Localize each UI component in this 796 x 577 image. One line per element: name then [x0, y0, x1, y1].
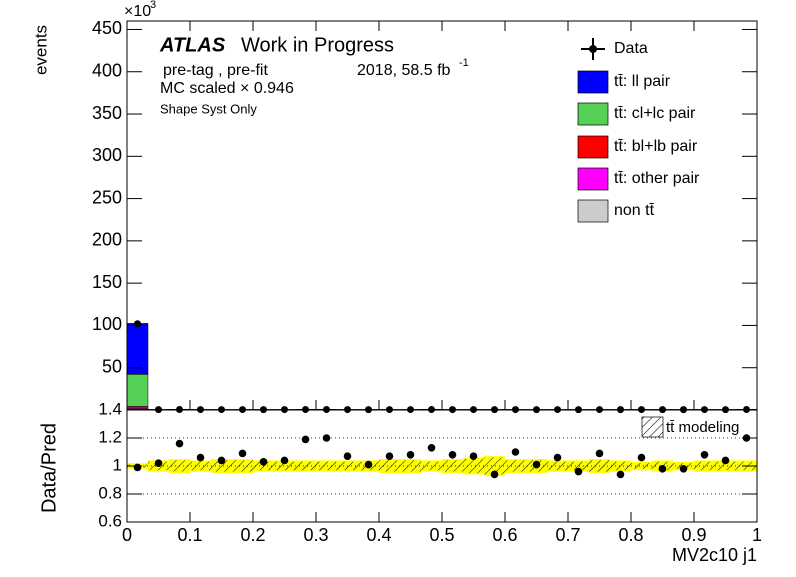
y-axis-label: events [31, 25, 50, 75]
x-tick-label: 0.8 [618, 525, 643, 545]
y-tick-label: 150 [92, 272, 122, 292]
ratio-point [470, 452, 478, 460]
ratio-point [449, 451, 457, 459]
legend-swatch [578, 168, 608, 190]
title: ATLAS [159, 34, 226, 56]
legend-swatch [578, 200, 608, 222]
ratio-point [197, 454, 205, 462]
ratio-point [218, 457, 226, 465]
y-axis-label: Data/Pred [38, 423, 60, 513]
annotation: MC scaled × 0.946 [160, 80, 294, 97]
legend-swatch [578, 71, 608, 93]
subtitle: Work in Progress [241, 34, 394, 56]
ratio-point [554, 454, 562, 462]
y-tick-label: 100 [92, 314, 122, 334]
annotation: Shape Syst Only [160, 101, 257, 116]
legend-label: tt̄: bl+lb pair [614, 138, 698, 155]
ratio-point [302, 436, 310, 444]
ratio-point [155, 459, 163, 467]
y-tick-label: 50 [102, 356, 122, 376]
legend-label: tt̄ modeling [666, 419, 739, 436]
lumi: 2018, 58.5 fb [357, 62, 451, 79]
x-tick-label: 0.9 [681, 525, 706, 545]
y-multiplier-sup: 3 [150, 0, 156, 11]
ratio-point [281, 457, 289, 465]
legend-label: tt̄: other pair [614, 170, 700, 187]
ratio-point [680, 465, 688, 473]
x-tick-label: 0.5 [429, 525, 454, 545]
x-axis-label: MV2c10 j1 [672, 545, 757, 565]
legend-swatch [578, 103, 608, 125]
x-tick-label: 1 [752, 525, 762, 545]
ratio-point [491, 471, 499, 479]
ratio-point [344, 452, 352, 460]
y-tick-label: 200 [92, 230, 122, 250]
y-tick-label: 450 [92, 18, 122, 38]
stack-bar [127, 374, 148, 406]
ratio-point [386, 452, 394, 460]
y-tick-label: 250 [92, 187, 122, 207]
x-tick-label: 0 [122, 525, 132, 545]
legend-swatch [642, 417, 663, 437]
legend-label: tt̄: cl+lc pair [614, 105, 696, 122]
legend-swatch [578, 136, 608, 158]
x-tick-label: 0.4 [366, 525, 391, 545]
stack-bar [127, 406, 148, 408]
y-tick-label: 1.2 [98, 427, 122, 446]
ratio-point [722, 457, 730, 465]
x-tick-label: 0.2 [240, 525, 265, 545]
ratio-point [428, 444, 436, 452]
data-point [134, 320, 141, 327]
y-multiplier: ×10 [124, 3, 151, 20]
legend-label: Data [614, 40, 648, 57]
ratio-point [701, 451, 709, 459]
x-tick-label: 0.3 [303, 525, 328, 545]
modeling-band [631, 463, 652, 469]
y-tick-label: 300 [92, 145, 122, 165]
y-tick-label: 1 [113, 455, 122, 474]
ratio-point [323, 434, 331, 442]
x-tick-label: 0.7 [555, 525, 580, 545]
lumi-sup: -1 [459, 57, 469, 69]
ratio-point [260, 458, 268, 466]
ratio-point [176, 440, 184, 448]
x-tick-label: 0.6 [492, 525, 517, 545]
ratio-point [638, 454, 646, 462]
annotation: pre-tag , pre-fit [163, 62, 268, 79]
ratio-point [239, 450, 247, 458]
ratio-point [512, 448, 520, 456]
legend-label: non tt̄ [614, 202, 655, 219]
modeling-band [547, 462, 568, 470]
legend-marker [589, 45, 597, 53]
modeling-band [295, 462, 316, 470]
ratio-point [533, 461, 541, 469]
y-tick-label: 400 [92, 60, 122, 80]
ratio-point [596, 450, 604, 458]
ratio-point [407, 451, 415, 459]
y-tick-label: 0.6 [98, 511, 122, 530]
modeling-band [463, 459, 484, 473]
ratio-point [365, 461, 373, 469]
y-tick-label: 1.4 [98, 399, 122, 418]
ratio-point [617, 471, 625, 479]
y-tick-label: 0.8 [98, 483, 122, 502]
x-tick-label: 0.1 [177, 525, 202, 545]
ratio-point [659, 465, 667, 473]
legend-label: tt̄: ll pair [614, 73, 671, 90]
y-tick-label: 350 [92, 103, 122, 123]
modeling-band [379, 460, 400, 471]
stack-bar [127, 324, 148, 375]
ratio-point [134, 464, 142, 472]
ratio-point [575, 468, 583, 476]
